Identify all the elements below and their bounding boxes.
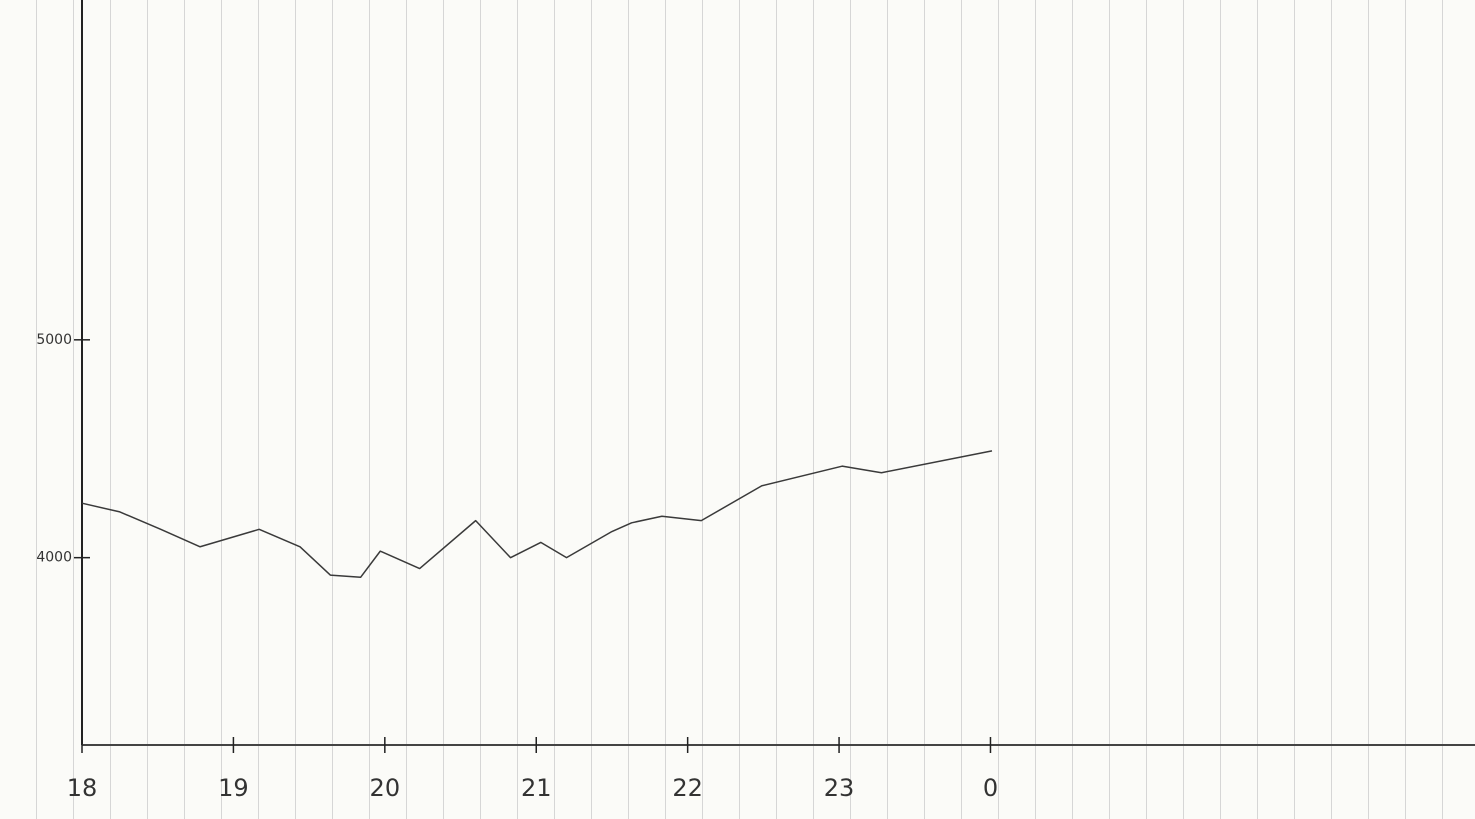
x-tick-label: 20 xyxy=(370,774,401,802)
data-line xyxy=(81,450,993,579)
x-tick-label: 23 xyxy=(824,774,855,802)
x-tick-label: 18 xyxy=(67,774,98,802)
x-tick-label: 21 xyxy=(521,774,552,802)
y-tick-label: 4000 xyxy=(36,550,72,566)
y-tick-label: 5000 xyxy=(36,332,72,348)
x-tick-label: 19 xyxy=(218,774,249,802)
x-tick-label: 22 xyxy=(672,774,703,802)
x-tick-label: 0 xyxy=(983,774,998,802)
